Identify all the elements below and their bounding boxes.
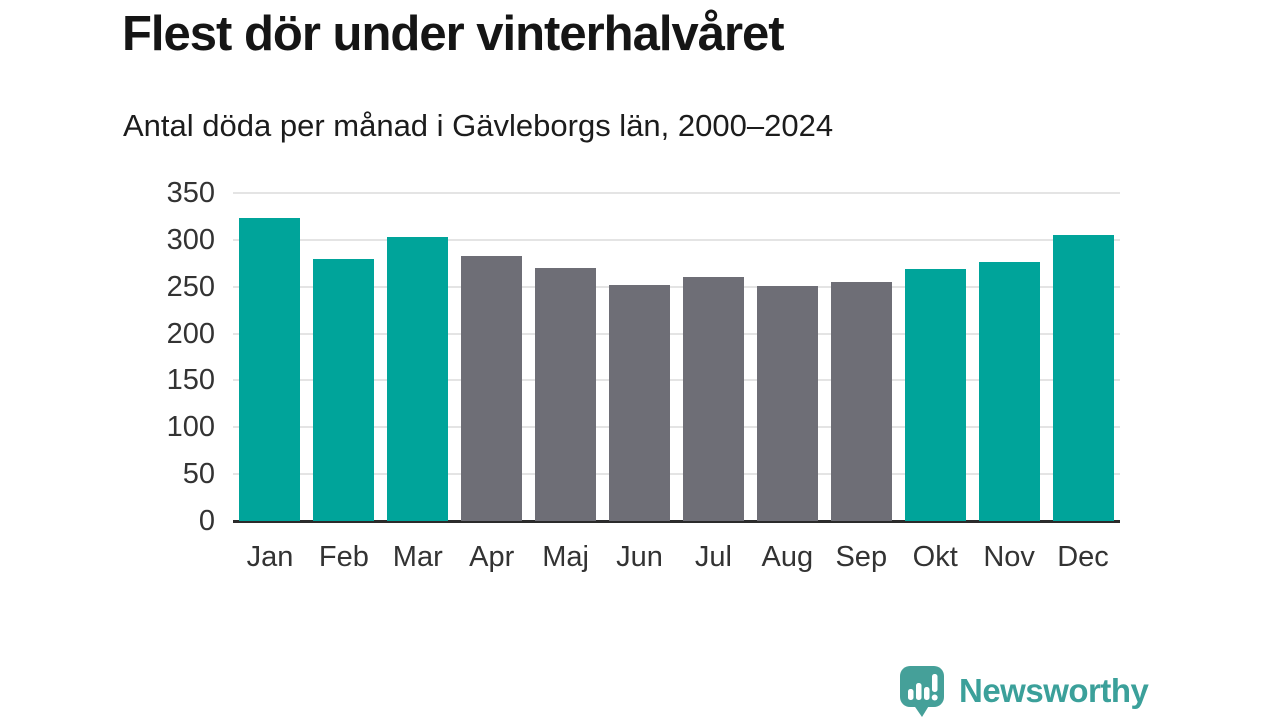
y-axis-label: 150: [166, 364, 215, 397]
gridline: [233, 285, 1120, 288]
x-axis-line: [233, 520, 1120, 523]
bar-jan: [239, 218, 301, 521]
x-axis-label: Mar: [392, 541, 443, 573]
bar-okt: [904, 268, 966, 521]
x-axis-label: Maj: [542, 541, 589, 573]
bar-mar: [387, 237, 449, 521]
bar-nov: [978, 262, 1040, 521]
y-axis-label: 100: [166, 411, 215, 444]
gridline: [233, 426, 1120, 429]
gridline: [233, 238, 1120, 241]
gridline: [233, 379, 1120, 382]
plot-area: 0 50 100 150 200 250 300 350 Jan Feb Mar Apr Maj Jun J…: [167, 177, 1120, 573]
x-axis-label: Apr: [469, 541, 515, 573]
brand-name: Newsworthy: [959, 671, 1149, 709]
bar-feb: [313, 258, 375, 521]
gridline: [233, 192, 1120, 194]
gridline: [233, 473, 1120, 476]
chart-title: Flest dör under vinterhalvåret: [122, 7, 785, 61]
bar-chart-speech-bubble-icon: [900, 666, 944, 717]
bar-jun: [609, 284, 671, 521]
y-axis-label: 300: [166, 223, 215, 256]
bar-dec: [1052, 235, 1114, 521]
brand-footer: Newsworthy: [897, 664, 1149, 717]
x-axis-label: Jan: [246, 541, 294, 573]
y-axis-label: 200: [166, 317, 215, 350]
bar-aug: [756, 285, 818, 521]
x-axis-label: Jul: [694, 541, 732, 573]
bar-jul: [682, 277, 744, 521]
bar-maj: [535, 267, 597, 521]
x-axis-label: Dec: [1057, 541, 1109, 573]
y-axis-label: 50: [182, 458, 215, 491]
x-axis-label: Aug: [761, 541, 814, 573]
y-axis-label: 350: [166, 177, 215, 209]
chart-subtitle: Antal döda per månad i Gävleborgs län, 2…: [123, 108, 834, 143]
bar-sep: [830, 282, 892, 521]
x-axis-label: Sep: [835, 541, 888, 573]
y-axis-label: 250: [166, 270, 215, 303]
x-axis-label: Nov: [983, 541, 1035, 573]
x-axis-label: Feb: [318, 541, 369, 573]
x-axis-label: Okt: [912, 541, 958, 573]
x-axis-label: Jun: [616, 541, 663, 573]
bar-apr: [461, 255, 523, 521]
y-axis-label: 0: [198, 505, 215, 537]
gridline: [233, 332, 1120, 335]
